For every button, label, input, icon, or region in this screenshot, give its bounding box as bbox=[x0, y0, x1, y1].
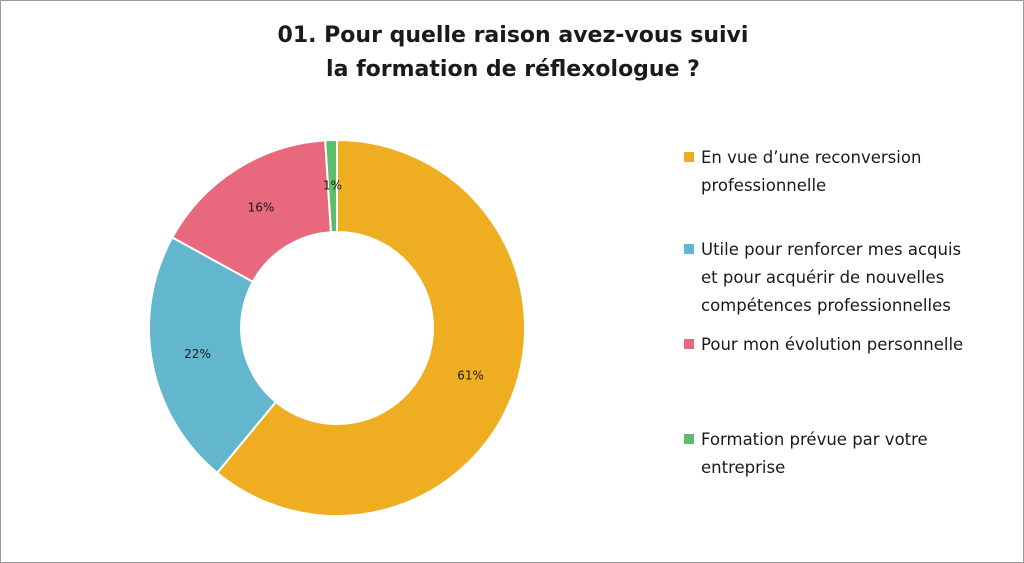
legend-label-3-line-1: Pour mon évolution personnelle bbox=[701, 335, 964, 354]
legend-swatch-4 bbox=[684, 434, 694, 444]
legend-swatch-1 bbox=[684, 152, 694, 162]
legend-label-1: En vue d’une reconversion professionnelle bbox=[701, 144, 921, 200]
legend-item-2: Utile pour renforcer mes acquis et pour a… bbox=[684, 236, 1020, 320]
legend-label-4-line-2: entreprise bbox=[701, 458, 786, 477]
chart-title-line-2: la formation de réflexologue ? bbox=[326, 57, 700, 82]
legend-label-2-line-2: et pour acquérir de nouvelles bbox=[701, 268, 945, 287]
legend-label-4-line-1: Formation prévue par votre bbox=[701, 430, 928, 449]
donut-slice-4 bbox=[324, 138, 338, 234]
legend-label-3: Pour mon évolution personnelle bbox=[701, 331, 963, 359]
legend-swatch-2 bbox=[684, 244, 694, 254]
legend-item-4: Formation prévue par votre entreprise bbox=[684, 426, 1020, 482]
legend-item-3: Pour mon évolution personnelle bbox=[684, 331, 1020, 359]
data-label-1: 61% bbox=[457, 369, 484, 383]
chart-title-line-1: 01. Pour quelle raison avez-vous suivi bbox=[277, 23, 749, 48]
legend-item-1: En vue d’une reconversion professionnelle bbox=[684, 144, 1020, 200]
donut-slice-3 bbox=[170, 139, 333, 284]
donut-slice-1 bbox=[215, 138, 526, 517]
data-label-4: 1% bbox=[323, 179, 342, 193]
legend-label-2-line-1: Utile pour renforcer mes acquis bbox=[701, 240, 962, 259]
chart-title: 01. Pour quelle raison avez-vous suivi l… bbox=[221, 19, 805, 87]
chart-legend: En vue d’une reconversion professionnelle… bbox=[684, 1, 1020, 562]
legend-label-1-line-1: En vue d’une reconversion bbox=[701, 148, 922, 167]
legend-label-1-line-2: professionnelle bbox=[701, 176, 827, 195]
legend-label-4: Formation prévue par votre entreprise bbox=[701, 426, 928, 482]
donut-slice-2 bbox=[148, 236, 278, 475]
donut-chart: 61% 22% 16% 1% bbox=[148, 138, 526, 517]
data-label-2: 22% bbox=[184, 347, 211, 361]
legend-swatch-3 bbox=[684, 339, 694, 349]
data-label-3: 16% bbox=[248, 201, 275, 215]
legend-label-2-line-3: compétences professionnelles bbox=[701, 296, 951, 315]
legend-label-2: Utile pour renforcer mes acquis et pour a… bbox=[701, 236, 961, 320]
